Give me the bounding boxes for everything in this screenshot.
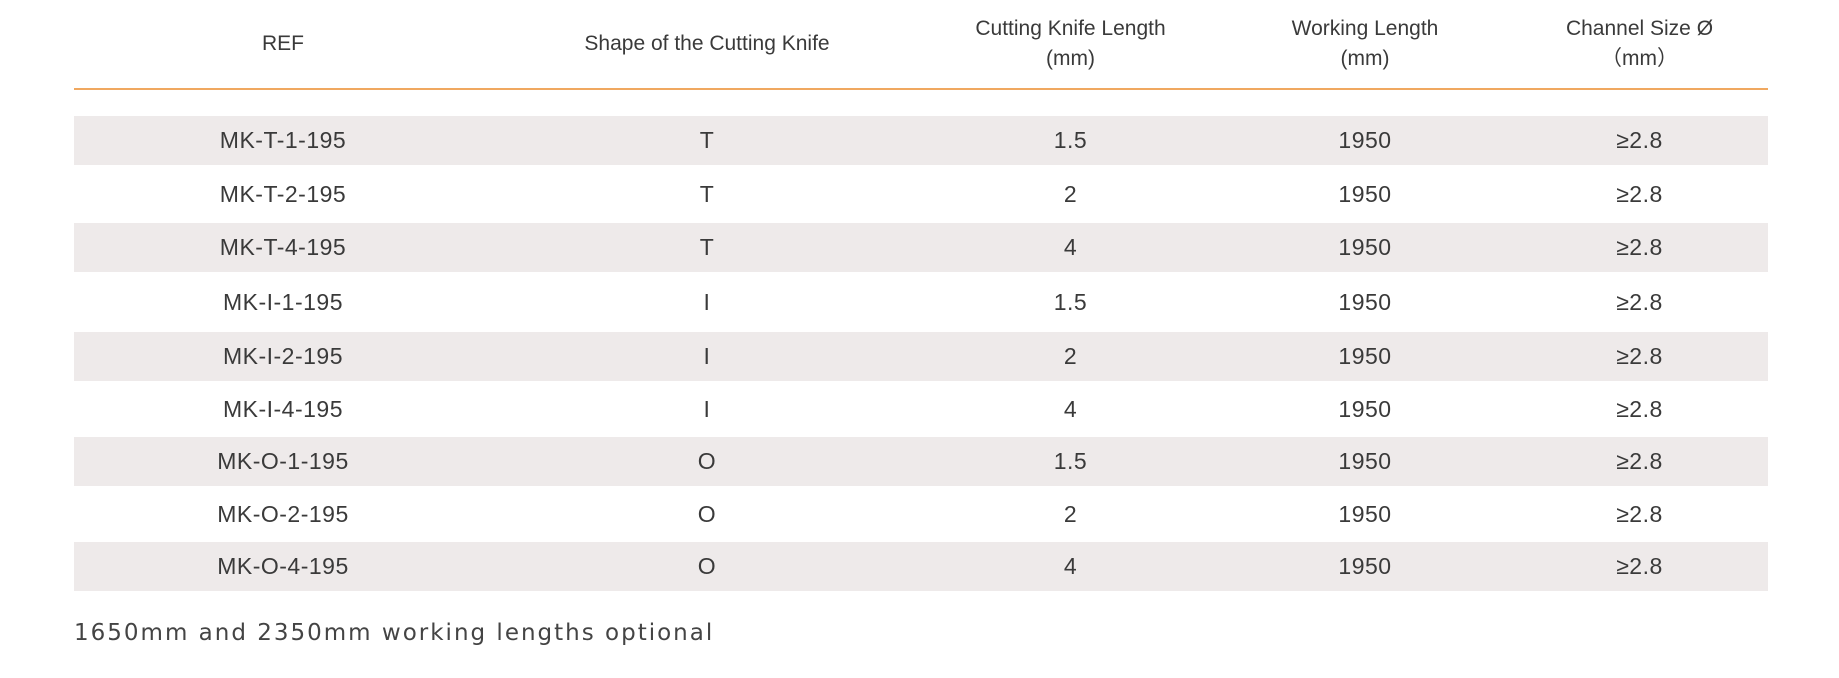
header-ref: REF: [262, 32, 304, 55]
cell-channel-size: ≥2.8: [1616, 343, 1663, 369]
cell-ref: MK-I-1-195: [222, 288, 344, 315]
cell-ref: MK-O-4-195: [217, 553, 349, 579]
cell-ref: MK-T-2-195: [219, 180, 347, 207]
table-row: MK-I-2-195 I 2 1950 ≥2.8: [74, 332, 1768, 381]
cell-working-length: 1950: [1338, 180, 1392, 207]
table-row: MK-O-1-195 O 1.5 1950 ≥2.8: [74, 437, 1768, 486]
cell-working-length: 1950: [1338, 500, 1392, 527]
table-row: MK-O-2-195 O 2 1950 ≥2.8: [74, 486, 1768, 542]
cell-ref: MK-T-4-195: [219, 234, 347, 260]
cell-shape: O: [697, 448, 717, 474]
cell-ref: MK-I-2-195: [222, 343, 344, 369]
table-row: MK-O-4-195 O 4 1950 ≥2.8: [74, 542, 1768, 591]
cell-knife-length: 2: [1063, 343, 1078, 369]
cell-working-length: 1950: [1338, 448, 1392, 474]
cell-channel-size: ≥2.8: [1616, 500, 1663, 527]
cell-working-length: 1950: [1338, 395, 1392, 422]
table-row: MK-T-4-195 T 4 1950 ≥2.8: [74, 223, 1768, 272]
header-knife-shape: Shape of the Cutting Knife: [584, 32, 830, 55]
cell-knife-length: 1.5: [1053, 448, 1088, 474]
cell-channel-size: ≥2.8: [1616, 234, 1663, 260]
header-channel-size: Channel Size Ø （mm）: [1565, 17, 1714, 70]
table-row: MK-I-1-195 I 1.5 1950 ≥2.8: [74, 272, 1768, 332]
cell-channel-size: ≥2.8: [1616, 127, 1663, 153]
cell-channel-size: ≥2.8: [1616, 553, 1663, 579]
cell-channel-size: ≥2.8: [1616, 448, 1663, 474]
cell-channel-size: ≥2.8: [1616, 180, 1663, 207]
cell-working-length: 1950: [1338, 127, 1392, 153]
cell-knife-length: 1.5: [1053, 127, 1088, 153]
cell-shape: T: [699, 234, 715, 260]
cell-knife-length: 2: [1063, 180, 1078, 207]
cell-shape: T: [699, 180, 715, 207]
cell-working-length: 1950: [1338, 288, 1392, 315]
cell-working-length: 1950: [1338, 234, 1392, 260]
cell-ref: MK-O-2-195: [217, 500, 349, 527]
cell-channel-size: ≥2.8: [1616, 395, 1663, 422]
cell-shape: I: [703, 395, 711, 422]
table-row: MK-T-1-195 T 1.5 1950 ≥2.8: [74, 116, 1768, 165]
table-row: MK-T-2-195 T 2 1950 ≥2.8: [74, 165, 1768, 223]
cell-shape: O: [697, 500, 717, 527]
cell-ref: MK-T-1-195: [219, 127, 347, 153]
footnote: 1650mm and 2350mm working lengths option…: [74, 620, 715, 646]
cell-shape: I: [703, 288, 711, 315]
cell-working-length: 1950: [1338, 343, 1392, 369]
cell-working-length: 1950: [1338, 553, 1392, 579]
cell-knife-length: 4: [1063, 395, 1078, 422]
cell-knife-length: 1.5: [1053, 288, 1088, 315]
header-spacer: [74, 90, 1768, 116]
table-header: REF Shape of the Cutting Knife Cutting K…: [74, 0, 1768, 90]
cell-shape: O: [697, 553, 717, 579]
spec-table: REF Shape of the Cutting Knife Cutting K…: [74, 0, 1768, 591]
cell-knife-length: 2: [1063, 500, 1078, 527]
cell-shape: I: [703, 343, 711, 369]
header-knife-length: Cutting Knife Length (mm): [975, 17, 1166, 70]
cell-knife-length: 4: [1063, 553, 1078, 579]
cell-channel-size: ≥2.8: [1616, 288, 1663, 315]
cell-knife-length: 4: [1063, 234, 1078, 260]
cell-ref: MK-I-4-195: [222, 395, 344, 422]
header-working-length: Working Length (mm): [1291, 17, 1439, 70]
cell-shape: T: [699, 127, 715, 153]
cell-ref: MK-O-1-195: [217, 448, 349, 474]
table-row: MK-I-4-195 I 4 1950 ≥2.8: [74, 381, 1768, 437]
